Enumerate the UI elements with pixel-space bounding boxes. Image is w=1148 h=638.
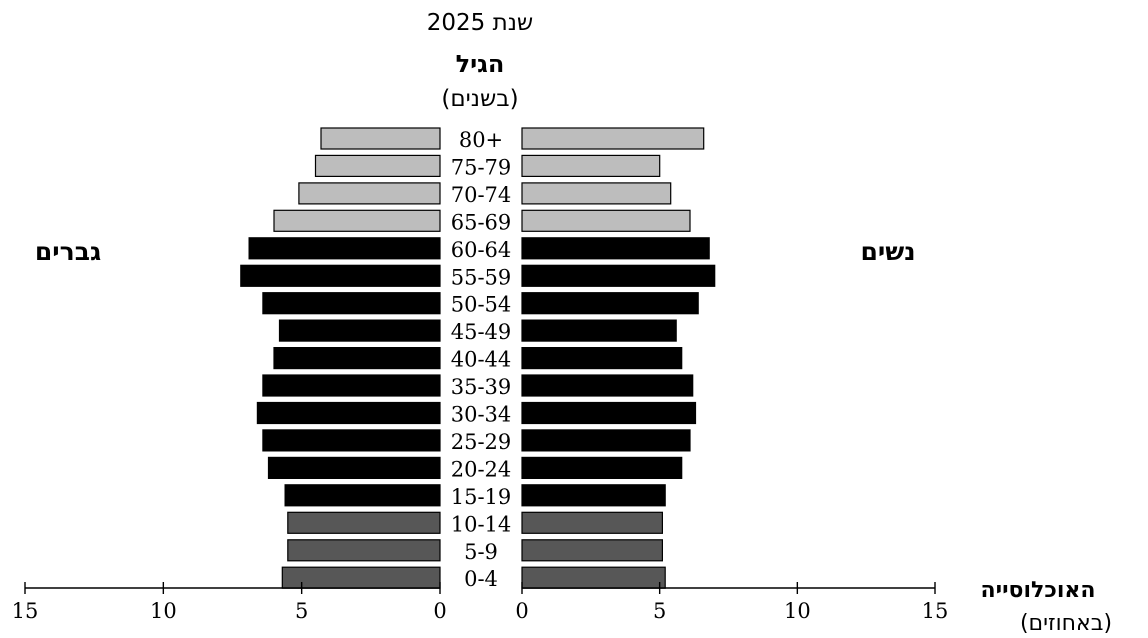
bar-men-30-34 (256, 401, 441, 425)
bar-women-65-69 (521, 209, 691, 232)
bar-women-15-19 (521, 484, 666, 507)
bar-women-0-4 (521, 566, 666, 589)
bar-men-0-4 (281, 566, 441, 589)
bar-women-10-14 (521, 511, 663, 534)
value-axis-title: האוכלוסייה (980, 578, 1095, 603)
bar-men-75-79 (314, 154, 441, 177)
age-label-30-34: 30-34 (451, 403, 512, 427)
age-label-15-19: 15-19 (451, 485, 512, 509)
bar-women-70-74 (521, 182, 672, 205)
tick-label-women-0: 0 (515, 599, 528, 623)
bar-women-55-59 (521, 264, 716, 287)
age-label-45-49: 45-49 (451, 320, 512, 344)
bar-women-80+ (521, 127, 705, 150)
tick-label-men-10: 10 (150, 599, 177, 623)
bar-women-35-39 (521, 374, 694, 397)
bar-men-35-39 (262, 374, 441, 397)
age-axis-title: הגיל (456, 50, 505, 78)
tick-label-men-0: 0 (433, 599, 446, 623)
bar-women-20-24 (521, 456, 683, 479)
bar-men-40-44 (273, 347, 441, 370)
age-label-80+: 80+ (459, 128, 503, 152)
bar-men-70-74 (298, 182, 441, 205)
bar-men-10-14 (287, 511, 441, 534)
bar-women-60-64 (521, 237, 710, 260)
age-label-10-14: 10-14 (451, 512, 512, 536)
age-label-70-74: 70-74 (451, 183, 512, 207)
bar-men-55-59 (240, 264, 441, 287)
bar-women-25-29 (521, 429, 691, 452)
age-label-20-24: 20-24 (451, 457, 512, 481)
bar-men-50-54 (262, 292, 441, 315)
bar-women-30-34 (521, 401, 697, 425)
bar-women-50-54 (521, 292, 699, 315)
age-label-0-4: 0-4 (464, 567, 498, 591)
age-axis-subtitle: (בשנים) (441, 86, 518, 112)
age-label-40-44: 40-44 (451, 348, 512, 372)
tick-label-women-10: 10 (784, 599, 811, 623)
bar-men-45-49 (278, 319, 441, 342)
age-label-65-69: 65-69 (451, 210, 512, 234)
age-label-25-29: 25-29 (451, 430, 512, 454)
men-value-axis: 15 10 5 0 (12, 582, 447, 623)
value-axis-subtitle: (באחוזים) (1020, 611, 1112, 636)
bar-men-60-64 (248, 237, 441, 260)
age-label-50-54: 50-54 (451, 293, 512, 317)
tick-label-men-15: 15 (12, 599, 39, 623)
bar-men-15-19 (284, 484, 441, 507)
bar-women-75-79 (521, 154, 661, 177)
bar-men-5-9 (287, 539, 441, 562)
bar-women-5-9 (521, 539, 663, 562)
chart-title: שנת 2025 (427, 10, 533, 36)
bar-women-40-44 (521, 347, 683, 370)
women-value-axis: 15 10 5 0 (515, 582, 948, 623)
bar-women-45-49 (521, 319, 677, 342)
age-label-35-39: 35-39 (451, 375, 512, 399)
age-group-labels: 80+ 75-79 70-74 65-69 60-64 55-59 50-54 45-49 40… (451, 128, 512, 591)
age-label-5-9: 5-9 (464, 540, 498, 564)
tick-label-women-5: 5 (653, 599, 666, 623)
men-bars (240, 127, 441, 589)
age-label-75-79: 75-79 (451, 155, 512, 179)
women-bars (521, 127, 716, 589)
bar-men-20-24 (267, 456, 441, 479)
series-label-women: נשים (860, 237, 915, 266)
bar-men-80+ (320, 127, 441, 150)
tick-label-women-15: 15 (922, 599, 949, 623)
age-label-60-64: 60-64 (451, 238, 512, 262)
bar-men-25-29 (262, 429, 441, 452)
tick-label-men-5: 5 (295, 599, 308, 623)
series-label-men: גברים (35, 237, 101, 266)
bar-men-65-69 (273, 209, 441, 232)
age-label-55-59: 55-59 (451, 265, 512, 289)
